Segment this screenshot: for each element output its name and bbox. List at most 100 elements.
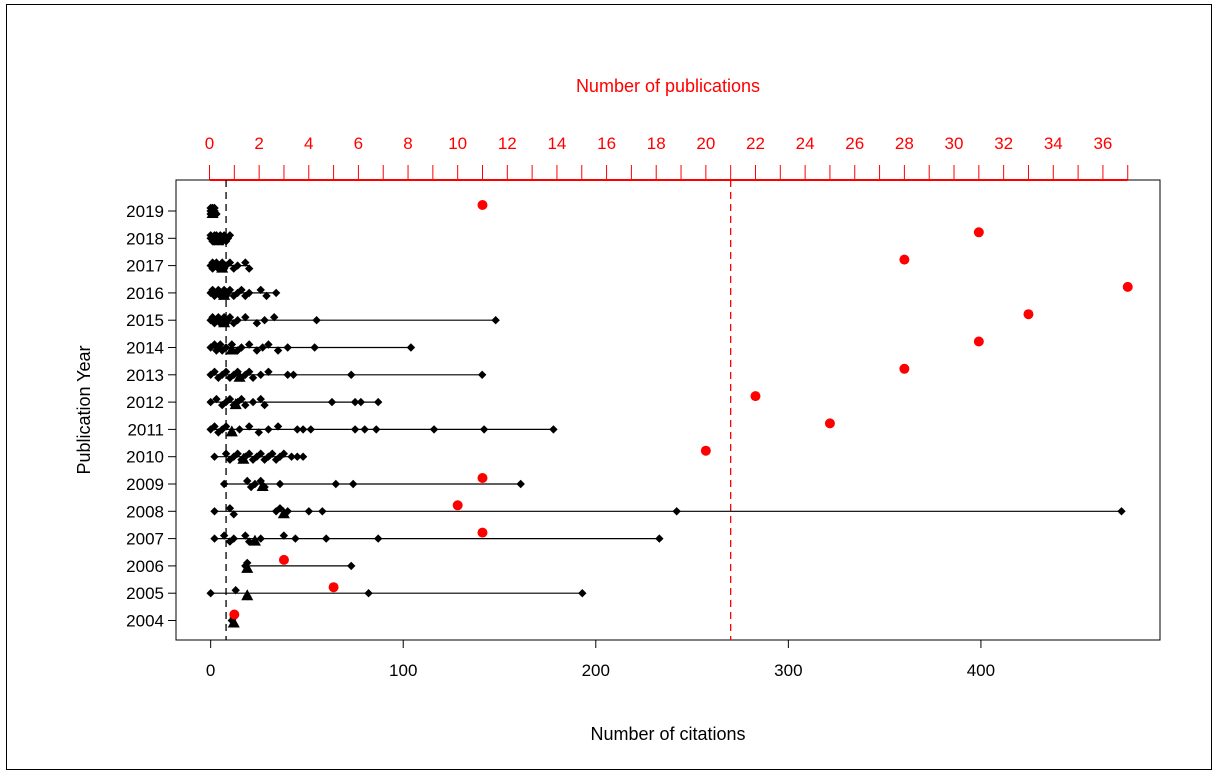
top-tick-label: 22 (746, 134, 765, 153)
year-tick-label: 2017 (126, 257, 164, 276)
citation-point (244, 537, 254, 546)
citation-point (264, 425, 273, 434)
citation-point (243, 476, 252, 486)
citation-point (289, 370, 298, 379)
publication-count-point (750, 391, 761, 402)
year-tick-label: 2009 (126, 475, 164, 494)
year-tick-label: 2004 (126, 612, 164, 631)
citation-point (221, 422, 231, 431)
citation-point (347, 370, 356, 379)
citation-point (206, 589, 215, 598)
citation-point (312, 316, 321, 325)
year-tick-label: 2010 (126, 448, 164, 467)
citation-point (264, 367, 273, 376)
citation-median-marker (225, 343, 238, 355)
citation-point (256, 449, 265, 458)
year-tick-label: 2014 (126, 339, 164, 358)
citation-point (262, 291, 271, 301)
publication-axis: 0 2 4 6 8 10 12 14 16 18 20 22 24 26 28 30 32 34 36 (205, 134, 1129, 181)
publication-count-point (899, 363, 910, 374)
citation-median-marker (225, 425, 238, 437)
citation-point (578, 589, 587, 598)
citation-point (275, 504, 285, 513)
citation-point (327, 397, 337, 407)
citation-point (291, 534, 300, 543)
citation-point (672, 507, 681, 516)
publication-count-point (229, 609, 240, 620)
bottom-tick-label: 300 (774, 661, 802, 680)
citation-point (279, 449, 289, 458)
citation-point (244, 422, 254, 431)
citation-point (252, 319, 262, 328)
citation-median-marker (218, 288, 231, 300)
citation-point (655, 534, 664, 543)
citation-point (260, 400, 269, 410)
citation-point (212, 346, 221, 355)
figure-frame (6, 4, 1212, 770)
publication-count-point (278, 554, 289, 565)
citation-point (331, 479, 341, 489)
citation-point (364, 589, 373, 598)
citation-point (256, 370, 265, 379)
citation-point (360, 425, 369, 434)
top-tick-label: 2 (254, 134, 263, 153)
x-axis-title: Number of citations (590, 724, 745, 744)
publication-count-point (1122, 281, 1133, 292)
citation-point (549, 425, 558, 434)
publication-count-point (452, 500, 463, 511)
plot-box (175, 179, 1161, 641)
citation-median-marker (277, 507, 290, 519)
citation-point (372, 425, 381, 434)
citation-point (250, 479, 260, 489)
year-tick-label: 2019 (126, 202, 164, 221)
citation-point (373, 397, 383, 407)
citation-point (256, 285, 265, 295)
citation-point (310, 343, 319, 352)
citation-point (233, 261, 242, 270)
citation-point (406, 343, 416, 352)
citation-point (356, 397, 366, 407)
citation-point (244, 288, 254, 298)
citation-point (225, 313, 235, 322)
citation-point (244, 264, 254, 273)
citation-point (298, 452, 308, 461)
citation-point (206, 397, 215, 407)
citation-point (306, 425, 315, 434)
citation-point (260, 316, 269, 325)
top-tick-label: 30 (945, 134, 964, 153)
citation-median-marker (216, 261, 229, 273)
citation-point (241, 400, 250, 410)
citation-point (237, 343, 246, 352)
citation-median-marker (241, 589, 254, 601)
citation-point (210, 422, 219, 431)
publication-count-point (477, 473, 488, 483)
citation-point (254, 428, 264, 437)
citation-point (429, 425, 439, 434)
citation-point (210, 452, 219, 461)
year-tick-label: 2018 (126, 229, 164, 248)
citation-point (304, 507, 314, 516)
citation-point (318, 507, 327, 516)
citation-median-marker (218, 316, 231, 328)
citation-point (477, 370, 487, 379)
citation-point (256, 394, 265, 404)
year-tick-label: 2013 (126, 366, 164, 385)
citation-point (210, 534, 219, 543)
top-tick-label: 20 (696, 134, 715, 153)
citation-point (210, 367, 219, 376)
citation-point (221, 449, 231, 458)
citation-point (229, 510, 238, 519)
top-tick-label: 6 (354, 134, 363, 153)
bottom-tick-label: 400 (967, 661, 995, 680)
publication-count-point (973, 227, 984, 238)
top-tick-label: 36 (1093, 134, 1112, 153)
citation-point (348, 479, 358, 489)
citation-point (258, 343, 267, 352)
citation-median-marker (256, 480, 269, 491)
top-tick-label: 24 (796, 134, 815, 153)
citation-point (225, 231, 235, 240)
citation-point (293, 452, 302, 461)
citation-point (268, 449, 277, 458)
citation-point (298, 425, 308, 434)
